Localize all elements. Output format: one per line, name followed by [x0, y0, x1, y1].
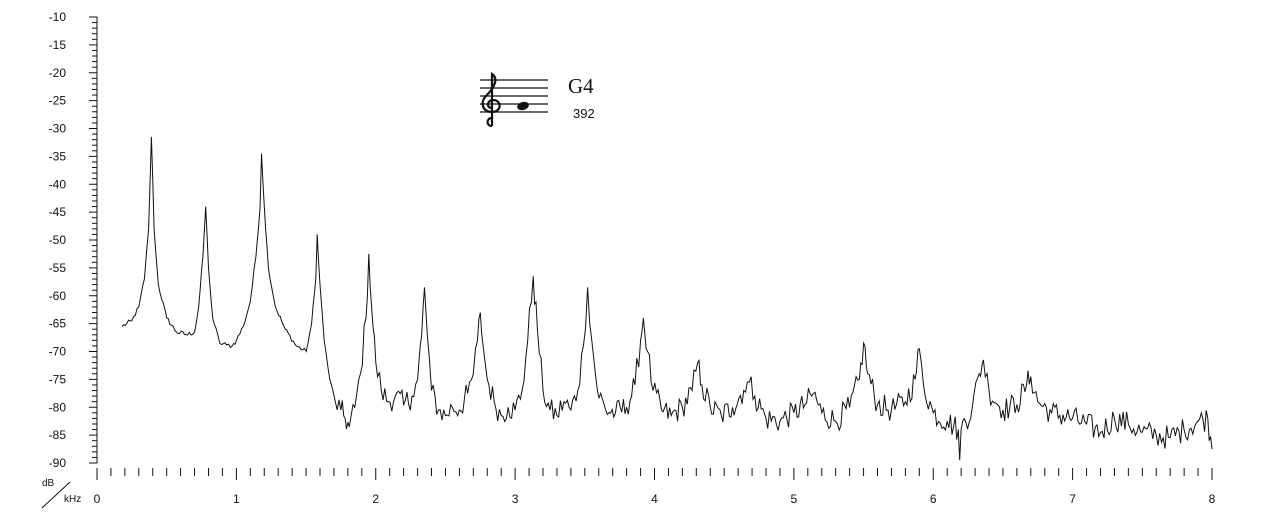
y-axis: -10 -15 -20 -25 -30 -35 -40 -45 -50 -55 -60 -65 -70 -… [49, 10, 98, 470]
x-tick-label: 3 [512, 492, 519, 506]
x-unit-label: kHz [64, 494, 81, 505]
y-tick-label: -20 [49, 66, 67, 80]
x-tick-label: 7 [1069, 492, 1076, 506]
x-tick-label: 0 [94, 492, 101, 506]
y-unit-label: dB [42, 478, 55, 489]
y-tick-label: -90 [49, 456, 67, 470]
y-tick-label: -30 [49, 122, 67, 136]
y-tick-label: -10 [49, 10, 67, 24]
y-tick-label: -80 [49, 400, 67, 414]
y-tick-label: -70 [49, 345, 67, 359]
y-tick-label: -75 [49, 372, 67, 386]
y-tick-label: -45 [49, 205, 67, 219]
note-name: G4 [568, 74, 594, 98]
y-tick-label: -60 [49, 289, 67, 303]
axis-units-corner: dB kHz [41, 478, 81, 509]
y-tick-label: -25 [49, 94, 67, 108]
axis-corner-divider [41, 481, 71, 509]
y-tick-label: -50 [49, 233, 67, 247]
y-tick-label: -55 [49, 261, 67, 275]
x-tick-label: 6 [930, 492, 937, 506]
treble-clef-staff-icon [480, 71, 548, 128]
x-tick-label: 5 [791, 492, 798, 506]
y-tick-label: -15 [49, 38, 67, 52]
plot-area [121, 136, 1213, 461]
spectrum-series-line [121, 136, 1213, 461]
y-tick-label: -85 [49, 428, 67, 442]
y-tick-label: -35 [49, 149, 67, 163]
y-tick-label: -40 [49, 177, 67, 191]
y-tick-label: -65 [49, 317, 67, 331]
x-tick-label: 1 [233, 492, 240, 506]
x-tick-label: 8 [1209, 492, 1216, 506]
x-tick-label: 2 [372, 492, 379, 506]
x-tick-label: 4 [651, 492, 658, 506]
note-frequency: 392 [573, 106, 595, 121]
x-axis: 0 1 2 3 4 5 6 7 8 [94, 468, 1216, 506]
note-indicator: G4 392 [478, 70, 628, 130]
